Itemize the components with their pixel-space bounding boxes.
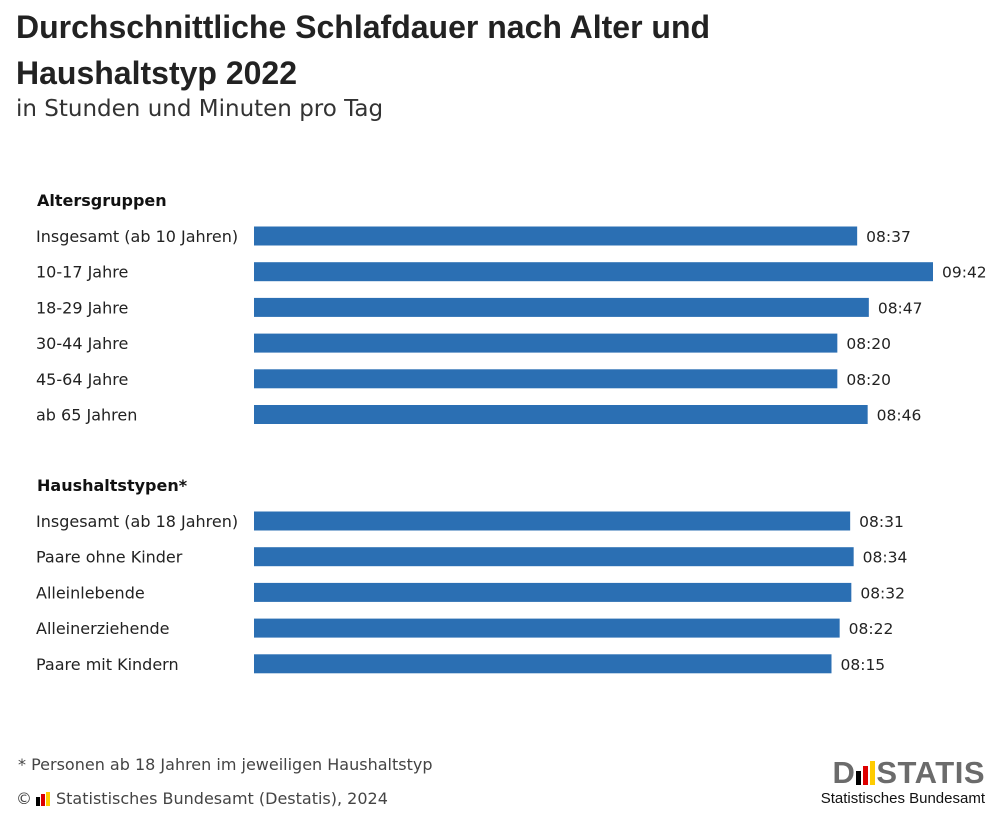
value-label: 08:37 xyxy=(866,228,911,246)
logo-subtitle: Statistisches Bundesamt xyxy=(820,790,985,807)
value-label: 08:20 xyxy=(846,371,891,389)
value-label: 08:15 xyxy=(841,656,886,674)
destatis-logo: D STATIS Statistisches Bundesamt xyxy=(821,756,985,808)
category-label: Paare mit Kindern xyxy=(36,655,179,674)
value-label: 08:31 xyxy=(859,513,904,531)
bar xyxy=(254,547,854,567)
bar-chart: Altersgruppen Insgesamt (ab 10 Jahren) 08:… xyxy=(36,191,987,674)
category-label: Paare ohne Kinder xyxy=(36,548,183,567)
category-label: 30-44 Jahre xyxy=(36,334,128,353)
group-label: Haushaltstypen* xyxy=(37,476,188,495)
category-label: 10-17 Jahre xyxy=(36,263,128,282)
category-label: ab 65 Jahren xyxy=(36,406,137,425)
bar xyxy=(254,405,868,424)
category-label: Insgesamt (ab 18 Jahren) xyxy=(36,512,238,531)
copyright-symbol: © xyxy=(16,789,32,808)
chart-subtitle: in Stunden und Minuten pro Tag xyxy=(16,96,384,122)
bar xyxy=(254,369,838,389)
value-label: 08:22 xyxy=(849,620,894,638)
value-label: 08:20 xyxy=(846,335,891,353)
source-text: Statistisches Bundesamt (Destatis), 2024 xyxy=(56,789,388,808)
bar xyxy=(254,582,852,602)
chart-title: Durchschnittliche Schlafdauer nach Alter… xyxy=(16,9,711,91)
category-label: 45-64 Jahre xyxy=(36,370,128,389)
group-label: Altersgruppen xyxy=(37,191,167,210)
category-label: Alleinlebende xyxy=(36,583,145,602)
category-label: 18-29 Jahre xyxy=(36,298,128,317)
bar xyxy=(254,654,832,674)
bar xyxy=(254,226,858,246)
value-label: 08:32 xyxy=(860,584,905,602)
footnote: * Personen ab 18 Jahren im jeweiligen Ha… xyxy=(18,755,433,774)
destatis-flag-icon xyxy=(36,791,50,806)
category-label: Insgesamt (ab 10 Jahren) xyxy=(36,227,238,246)
value-label: 08:47 xyxy=(878,299,923,317)
logo-letter-d: D xyxy=(832,755,856,790)
bar xyxy=(254,262,933,282)
bar xyxy=(254,618,840,638)
logo-flag-bars-icon xyxy=(856,761,876,785)
bar xyxy=(254,297,869,317)
source-line: © Statistisches Bundesamt (Destatis), 20… xyxy=(16,789,388,808)
bar xyxy=(254,333,838,353)
bar xyxy=(254,511,851,531)
value-label: 08:34 xyxy=(863,549,908,567)
category-label: Alleinerziehende xyxy=(36,619,170,638)
logo-word-statis: STATIS xyxy=(876,755,985,790)
value-label: 08:46 xyxy=(877,407,922,425)
value-label: 09:42 xyxy=(942,264,987,282)
